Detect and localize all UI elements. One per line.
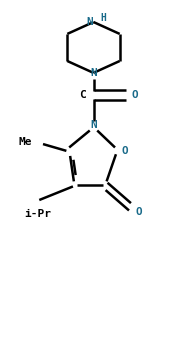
Text: Me: Me: [18, 137, 32, 147]
Text: O: O: [132, 90, 139, 100]
Text: H: H: [100, 13, 106, 23]
Text: N: N: [86, 17, 93, 27]
Text: N: N: [90, 120, 97, 131]
Text: N: N: [90, 68, 97, 78]
Text: C: C: [79, 90, 86, 100]
Text: O: O: [136, 207, 142, 217]
Text: i-Pr: i-Pr: [24, 208, 51, 219]
Text: O: O: [122, 146, 128, 156]
